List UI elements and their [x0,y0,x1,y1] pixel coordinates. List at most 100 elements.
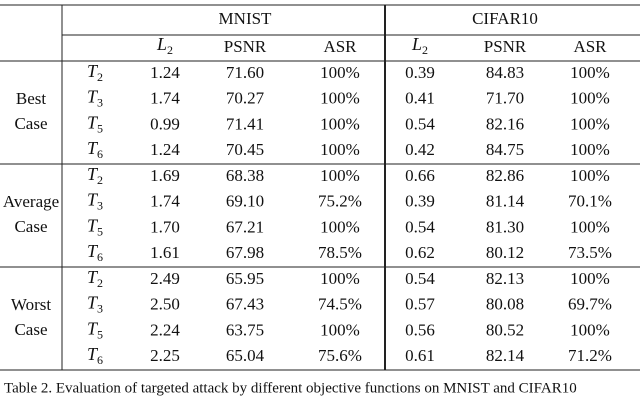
cell: 0.39 [405,63,435,82]
cell: 81.30 [486,217,524,236]
column-header: PSNR [484,37,527,56]
cell: 84.83 [486,63,524,82]
cell: 0.57 [405,295,435,314]
group-label: Best [16,89,47,108]
cell: 0.99 [150,114,180,133]
cell: 2.25 [150,346,180,365]
symbol: T [87,241,99,261]
symbol: T [87,319,99,339]
cell: 100% [320,269,360,288]
symbol: T [87,138,99,158]
row-label: T3 [87,293,103,316]
row-label: T6 [87,344,103,367]
row-label: T3 [87,87,103,110]
symbol: T [87,293,99,313]
cell: 100% [570,269,610,288]
cell: 100% [320,63,360,82]
cell: 71.60 [226,63,264,82]
group-label: Average [3,192,59,211]
cell: 100% [570,320,610,339]
row-label: T5 [87,216,103,239]
row-label: T6 [87,241,103,264]
symbol: L [156,34,167,54]
cell: 100% [320,114,360,133]
cell: 2.49 [150,269,180,288]
cell: 80.08 [486,295,524,314]
subscript: 3 [97,95,103,109]
cell: 0.54 [405,269,435,288]
cell: 1.74 [150,89,180,108]
symbol: T [87,164,99,184]
cell: 82.14 [486,346,525,365]
group-label: Worst [11,295,51,314]
row-label: T5 [87,319,103,342]
group-label: Case [14,217,47,236]
subscript: 2 [97,276,103,290]
row-label: T6 [87,138,103,161]
column-header: L2 [156,34,173,57]
cell: 67.98 [226,243,264,262]
cell: 75.2% [318,192,362,211]
cell: 70.45 [226,140,264,159]
cell: 1.61 [150,243,180,262]
cell: 100% [320,166,360,185]
row-label: T2 [87,267,103,290]
cell: 100% [570,63,610,82]
row-label: T5 [87,113,103,136]
cell: 71.2% [568,346,612,365]
cell: 100% [320,217,360,236]
cell: 0.56 [405,320,435,339]
cell: 100% [570,217,610,236]
column-header: L2 [411,34,428,57]
cell: 0.61 [405,346,435,365]
symbol: T [87,61,99,81]
cell: 67.21 [226,217,264,236]
subscript: 2 [167,43,173,57]
cell: 1.24 [150,63,180,82]
cell: 2.24 [150,320,180,339]
cell: 0.39 [405,192,435,211]
cell: 0.54 [405,217,435,236]
cell: 80.52 [486,320,524,339]
symbol: L [411,34,422,54]
cell: 1.24 [150,140,180,159]
cell: 100% [570,89,610,108]
cell: 100% [320,140,360,159]
cell: 1.70 [150,217,180,236]
cell: 81.14 [486,192,525,211]
row-label: T3 [87,190,103,213]
cell: 68.38 [226,166,264,185]
symbol: T [87,87,99,107]
cell: 71.70 [486,89,524,108]
cell: 82.13 [486,269,524,288]
column-header: PSNR [224,37,267,56]
cell: 74.5% [318,295,362,314]
cell: 0.42 [405,140,435,159]
cell: 82.86 [486,166,524,185]
subscript: 5 [97,327,103,341]
cell: 100% [570,114,610,133]
subscript: 2 [422,43,428,57]
subscript: 6 [97,353,103,367]
row-label: T2 [87,164,103,187]
cell: 84.75 [486,140,524,159]
cell: 1.74 [150,192,180,211]
cell: 73.5% [568,243,612,262]
row-label: T2 [87,61,103,84]
symbol: T [87,216,99,236]
caption: Table 2. Evaluation of targeted attack b… [4,380,577,396]
subscript: 6 [97,250,103,264]
subscript: 6 [97,147,103,161]
column-header: ASR [323,37,357,56]
subscript: 3 [97,198,103,212]
group-label: Case [14,114,47,133]
symbol: T [87,344,99,364]
symbol: T [87,113,99,133]
subscript: 5 [97,224,103,238]
cell: 69.7% [568,295,612,314]
cell: 70.27 [226,89,265,108]
cell: 0.62 [405,243,435,262]
subscript: 2 [97,173,103,187]
cell: 80.12 [486,243,524,262]
cell: 100% [320,320,360,339]
